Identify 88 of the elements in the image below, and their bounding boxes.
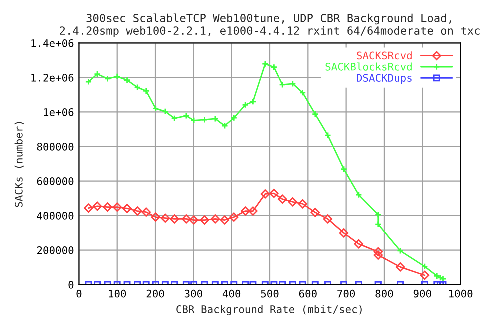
point: [240, 206, 250, 216]
point: [152, 105, 160, 112]
point: [94, 70, 101, 78]
y-axis-title: SACKs (number): [14, 122, 24, 208]
point: [324, 132, 332, 139]
point: [288, 198, 298, 207]
point: [374, 221, 382, 228]
point: [299, 89, 306, 96]
point: [190, 117, 198, 124]
x-tick-label: 600: [299, 290, 317, 298]
point: [170, 214, 180, 224]
point: [250, 98, 257, 106]
point: [201, 116, 208, 124]
point: [374, 211, 382, 218]
x-tick-label: 0: [76, 290, 82, 298]
chart-subtitle: 2.4.20smp web100-2.2.1, e1000-4.4.12 rxint 64/64moderate on txc: [60, 26, 480, 38]
legend-label: SACKSRcvd: [357, 52, 412, 60]
point: [220, 216, 230, 225]
point: [262, 60, 269, 68]
x-tick-label: 500: [261, 290, 279, 298]
point: [374, 250, 383, 260]
point: [323, 214, 333, 224]
point: [260, 190, 270, 199]
y-tick-label: 0: [68, 281, 74, 289]
point: [278, 194, 288, 204]
point: [171, 115, 178, 122]
y-tick-label: 600000: [37, 178, 74, 186]
point: [312, 110, 319, 118]
point: [298, 199, 308, 209]
point: [270, 64, 278, 71]
point: [160, 214, 170, 223]
point: [222, 122, 228, 130]
point: [92, 202, 102, 212]
x-tick-label: 900: [414, 290, 432, 298]
point: [396, 262, 406, 272]
point: [339, 228, 349, 238]
point: [112, 202, 122, 212]
point: [279, 81, 286, 88]
point: [310, 208, 320, 218]
point: [142, 208, 151, 217]
point: [124, 76, 131, 84]
y-tick-label: 1.2e+06: [32, 74, 74, 82]
x-tick-label: 200: [146, 290, 164, 298]
legend-label: DSACKDups: [357, 74, 412, 84]
point: [103, 202, 112, 212]
x-tick-label: 1000: [450, 290, 473, 298]
y-tick-label: 1e+06: [44, 108, 74, 116]
x-axis-title: CBR Background Rate (mbit/sec): [176, 305, 362, 316]
x-tick-label: 100: [109, 290, 126, 298]
point: [420, 270, 430, 280]
y-tick-label: 400000: [37, 212, 74, 220]
x-tick-label: 400: [222, 290, 241, 298]
point: [270, 188, 279, 198]
point: [230, 212, 239, 222]
y-tick-label: 1.4e+06: [32, 39, 74, 48]
y-tick-label: 200000: [37, 246, 74, 254]
point: [289, 80, 296, 88]
x-tick-label: 300: [184, 290, 202, 298]
point: [182, 112, 190, 120]
point: [248, 206, 258, 216]
point: [340, 166, 348, 173]
point: [434, 272, 441, 280]
x-tick-label: 700: [338, 290, 356, 298]
point: [421, 263, 428, 270]
point: [134, 84, 142, 92]
point: [114, 73, 121, 80]
point: [84, 204, 94, 213]
point: [132, 206, 142, 216]
point: [189, 216, 199, 225]
chart-title: 300sec ScalableTCP Web100tune, UDP CBR Background Load,: [86, 14, 452, 25]
point: [182, 214, 192, 224]
x-tick-label: 800: [376, 290, 394, 298]
point: [151, 212, 161, 222]
y-tick-label: 800000: [37, 142, 74, 151]
point: [142, 88, 150, 95]
point: [374, 247, 383, 257]
point: [200, 216, 210, 225]
point: [212, 115, 219, 122]
point: [230, 114, 238, 122]
point: [104, 75, 112, 82]
point: [397, 248, 404, 254]
legend-label: SACKBlocksRcvd: [326, 62, 412, 71]
point: [242, 102, 250, 109]
point: [162, 108, 169, 116]
point: [210, 214, 220, 224]
point: [122, 204, 132, 214]
point: [354, 239, 364, 249]
point: [355, 192, 362, 199]
